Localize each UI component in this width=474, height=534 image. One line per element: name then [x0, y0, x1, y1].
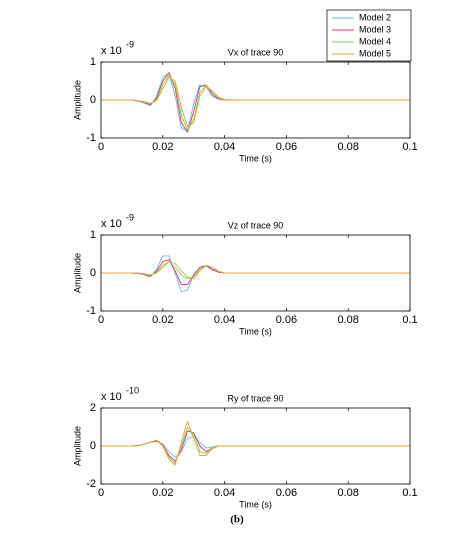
series-line — [101, 261, 410, 280]
x-tick-label: 0 — [98, 314, 104, 326]
x-tick-label: 0.06 — [276, 487, 297, 499]
chart-title: Vz of trace 90 — [228, 220, 284, 230]
x-tick-label: 0.02 — [152, 487, 173, 499]
series-line — [101, 72, 410, 133]
y-tick-label: 2 — [90, 402, 96, 414]
y-scale-exponent: -9 — [126, 212, 134, 222]
y-scale-label: x 10 — [101, 218, 122, 230]
y-axis-label: Amplitude — [72, 253, 82, 293]
y-tick-label: 1 — [90, 229, 96, 241]
y-scale-exponent: -9 — [126, 39, 134, 49]
y-tick-label: 0 — [90, 94, 96, 106]
axes-box — [100, 407, 411, 485]
y-scale-label: x 10 — [101, 45, 122, 57]
legend-label: Model 3 — [359, 24, 391, 34]
series-line — [101, 259, 410, 285]
y-scale-label: x 10 — [101, 391, 122, 403]
y-tick-label: -1 — [86, 305, 96, 317]
x-axis-label: Time (s) — [239, 153, 272, 163]
series-line — [101, 76, 410, 128]
series-line — [101, 74, 410, 131]
x-tick-label: 0 — [98, 141, 104, 153]
x-tick-label: 0.08 — [337, 314, 358, 326]
x-tick-label: 0.02 — [152, 314, 173, 326]
x-tick-label: 0.08 — [337, 141, 358, 153]
x-tick-label: 0.1 — [402, 487, 417, 499]
chart-title: Vx of trace 90 — [228, 47, 284, 57]
x-axis-label: Time (s) — [239, 326, 272, 336]
x-tick-label: 0.1 — [402, 314, 417, 326]
y-axis-label: Amplitude — [72, 426, 82, 466]
x-tick-label: 0.08 — [337, 487, 358, 499]
x-axis-label: Time (s) — [239, 499, 272, 509]
legend-label: Model 5 — [359, 48, 391, 58]
axes-box — [100, 61, 411, 139]
x-tick-label: 0.06 — [276, 141, 297, 153]
y-scale-exponent: -10 — [126, 385, 139, 395]
x-tick-label: 0.1 — [402, 141, 417, 153]
legend-label: Model 2 — [359, 12, 391, 22]
x-tick-label: 0 — [98, 487, 104, 499]
y-tick-label: 0 — [90, 267, 96, 279]
caption: (b) — [230, 514, 244, 526]
series-line — [101, 420, 410, 466]
legend-label: Model 4 — [359, 36, 391, 46]
axes-box — [100, 234, 411, 312]
x-tick-label: 0.06 — [276, 314, 297, 326]
y-tick-label: 1 — [90, 56, 96, 68]
y-axis-label: Amplitude — [72, 80, 82, 120]
y-tick-label: 0 — [90, 440, 96, 452]
y-tick-label: -2 — [86, 478, 96, 490]
x-tick-label: 0.04 — [214, 314, 235, 326]
y-tick-label: -1 — [86, 132, 96, 144]
chart-title: Ry of trace 90 — [227, 393, 283, 403]
x-tick-label: 0.04 — [214, 487, 235, 499]
x-tick-label: 0.04 — [214, 141, 235, 153]
x-tick-label: 0.02 — [152, 141, 173, 153]
